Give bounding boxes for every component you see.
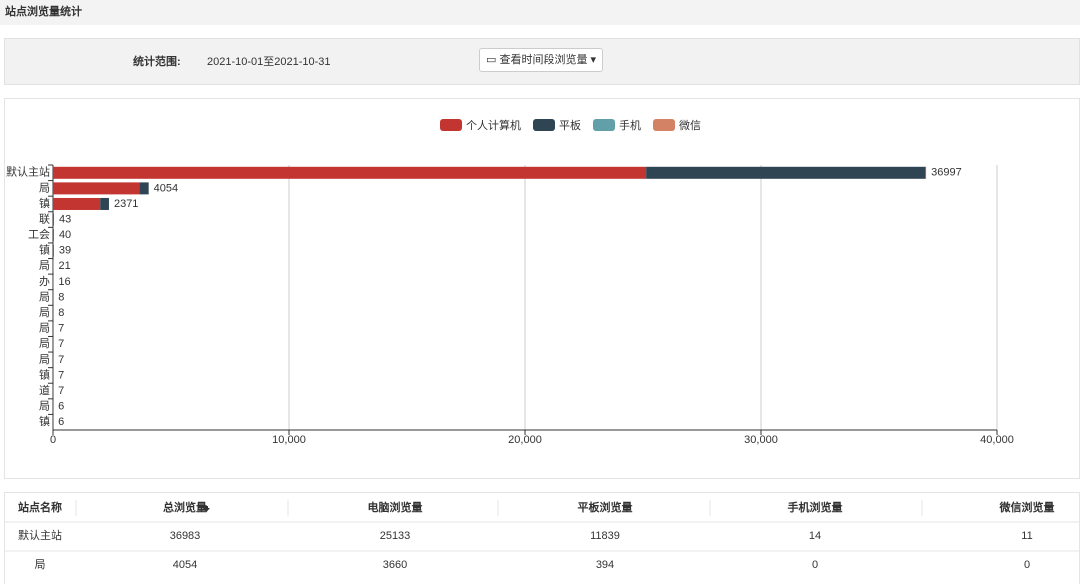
y-tick-label: 工会	[28, 228, 50, 241]
total-label: 36997	[931, 167, 962, 179]
sort-arrow	[203, 506, 210, 512]
total-label: 7	[58, 338, 64, 350]
legend-label: 微信	[679, 118, 701, 132]
y-tick-label: 局	[39, 306, 50, 319]
bar-segment	[53, 197, 101, 210]
button-label: 查看时间段浏览量	[499, 54, 588, 66]
y-tick-label: 镇	[39, 196, 50, 210]
table-cell: 4054	[173, 559, 197, 571]
table-header: 总浏览量	[163, 500, 207, 514]
legend-swatch	[653, 119, 675, 131]
table-cell: 3660	[383, 559, 407, 571]
bar-segment	[53, 244, 54, 257]
y-tick-label: 局	[39, 290, 50, 303]
table-cell: 11	[1021, 530, 1032, 542]
table-header: 平板浏览量	[578, 500, 633, 514]
total-label: 43	[59, 213, 71, 225]
table-cell: 0	[812, 559, 818, 571]
legend-label: 个人计算机	[466, 118, 521, 132]
y-tick-label: 局	[39, 353, 50, 366]
bar-segment	[53, 182, 140, 195]
x-tick-label: 40,000	[980, 434, 1014, 446]
y-tick-label: 局	[39, 337, 50, 350]
total-label: 16	[58, 276, 70, 288]
range-label: 统计范围:	[133, 56, 181, 68]
total-label: 21	[58, 260, 70, 272]
table-cell: 394	[596, 559, 614, 571]
page-title: 站点浏览量统计	[0, 0, 1080, 25]
total-label: 7	[58, 369, 64, 381]
x-tick-label: 30,000	[744, 434, 778, 446]
table-cell: 0	[1024, 559, 1030, 571]
table-panel	[4, 492, 1080, 584]
legend-swatch	[593, 119, 615, 131]
bar-segment	[53, 229, 54, 242]
table-cell: 36983	[170, 530, 201, 542]
y-tick-label: 镇	[39, 243, 50, 257]
table-cell: 默认主站	[18, 528, 62, 542]
bar-segment	[139, 182, 149, 195]
y-tick-label: 道	[39, 383, 50, 397]
legend-label: 手机	[619, 118, 641, 132]
total-label: 8	[58, 307, 64, 319]
bar-segment	[100, 197, 109, 210]
table-cell: 局	[35, 558, 46, 571]
total-label: 6	[58, 401, 64, 413]
legend-swatch	[440, 119, 462, 131]
time-range-button[interactable]: ▭ 查看时间段浏览量 ▾	[479, 48, 604, 72]
table-cell: 25133	[380, 530, 411, 542]
total-label: 7	[58, 354, 64, 366]
x-tick-label: 20,000	[508, 434, 542, 446]
total-label: 8	[58, 291, 64, 303]
y-tick-label: 局	[39, 181, 50, 194]
total-label: 6	[58, 416, 64, 428]
bar-segment	[646, 166, 926, 179]
total-label: 2371	[114, 198, 138, 210]
y-tick-label: 镇	[39, 414, 50, 428]
y-tick-label: 办	[39, 275, 50, 288]
caret: ▾	[587, 54, 597, 66]
bar-segment	[53, 213, 55, 226]
table-header: 微信浏览量	[999, 500, 1055, 514]
table-header: 电脑浏览量	[368, 500, 423, 514]
table-cell: 14	[809, 530, 821, 542]
table-cell: 11839	[590, 530, 620, 542]
table-header: 站点名称	[18, 500, 62, 514]
filter-panel: 统计范围: 2021-10-01至2021-10-31 ▭ 查看时间段浏览量 ▾	[4, 38, 1080, 85]
range-value: 2021-10-01至2021-10-31	[207, 56, 331, 68]
legend-swatch	[533, 119, 555, 131]
legend-label: 平板	[559, 118, 581, 132]
y-tick-label: 局	[39, 400, 50, 413]
table-header: 手机浏览量	[788, 500, 843, 514]
x-tick-label: 0	[50, 434, 56, 446]
y-tick-label: 镇	[39, 367, 50, 381]
calendar-icon: ▭	[486, 54, 500, 66]
total-label: 40	[59, 229, 71, 241]
bar-segment	[53, 166, 647, 179]
y-tick-label: 联	[39, 212, 50, 225]
total-label: 39	[59, 245, 71, 257]
y-tick-label: 局	[39, 322, 50, 335]
y-tick-label: 局	[39, 259, 50, 272]
x-tick-label: 10,000	[272, 434, 306, 446]
total-label: 7	[58, 323, 64, 335]
total-label: 7	[58, 385, 64, 397]
total-label: 4054	[154, 182, 178, 194]
y-tick-label: 默认主站	[6, 165, 50, 179]
